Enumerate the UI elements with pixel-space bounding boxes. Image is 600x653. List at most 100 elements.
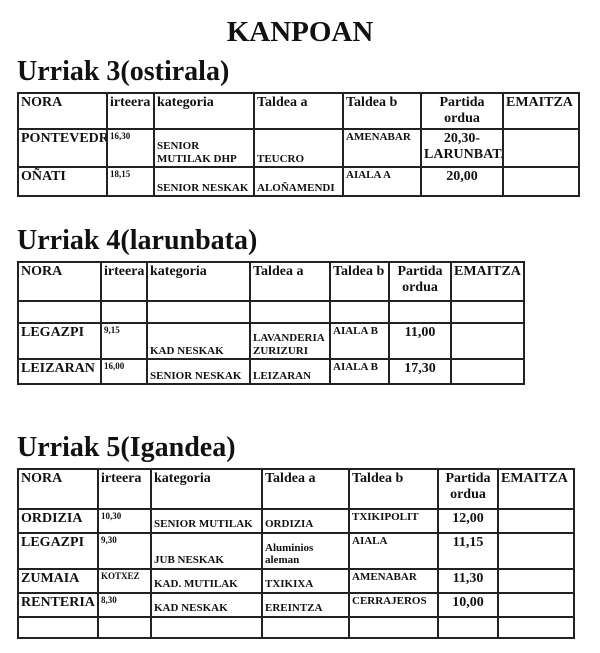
header-emaitza: EMAITZA bbox=[502, 91, 580, 131]
cell-kategoria bbox=[150, 615, 263, 639]
cell-taldea-b: AIALA A bbox=[342, 166, 422, 198]
schedule-table-1: NORA irteera kategoria Taldea a Taldea b Part… bbox=[17, 91, 580, 198]
cell-taldea-a bbox=[249, 300, 331, 324]
header-partida-ordua: Partida ordua bbox=[388, 261, 452, 302]
cell-irteera: KOTXEZ bbox=[97, 567, 152, 594]
header-nora: NORA bbox=[17, 91, 108, 131]
cell-partida-ordua: 20,30- LARUNBATA bbox=[420, 128, 504, 169]
cell-irteera: 18,15 bbox=[106, 166, 155, 198]
cell-taldea-a: EREINTZA bbox=[261, 591, 350, 618]
cell-taldea-a bbox=[261, 615, 350, 639]
cell-taldea-b bbox=[348, 615, 439, 639]
header-row: NORA irteera kategoria Taldea a Taldea b Part… bbox=[17, 261, 525, 302]
day-heading-2: Urriak 4(larunbata) bbox=[17, 225, 258, 256]
cell-taldea-a: Aluminios aleman bbox=[261, 531, 350, 570]
table-row: ZUMAIA KOTXEZ KAD. MUTILAK TXIKIXA AMENABAR 1… bbox=[17, 567, 575, 594]
page-title: KANPOAN bbox=[226, 16, 374, 48]
cell-emaitza[interactable] bbox=[450, 358, 525, 386]
header-irteera: irteera bbox=[97, 468, 152, 510]
cell-emaitza[interactable] bbox=[497, 567, 575, 594]
cell-emaitza[interactable] bbox=[450, 300, 525, 324]
cell-taldea-b bbox=[329, 300, 390, 324]
header-partida-ordua: Partida ordua bbox=[437, 468, 499, 510]
cell-partida-ordua bbox=[388, 300, 452, 324]
header-kategoria: kategoria bbox=[150, 468, 263, 510]
cell-nora: LEIZARAN bbox=[17, 358, 102, 386]
cell-emaitza[interactable] bbox=[502, 128, 580, 169]
header-kategoria: kategoria bbox=[153, 91, 255, 131]
cell-taldea-b: AIALA B bbox=[329, 358, 390, 386]
cell-irteera: 16,00 bbox=[100, 358, 148, 386]
cell-partida-ordua: 11,15 bbox=[437, 531, 499, 570]
cell-partida-ordua: 11,30 bbox=[437, 567, 499, 594]
cell-kategoria bbox=[146, 300, 251, 324]
cell-irteera: 8,30 bbox=[97, 591, 152, 618]
cell-partida-ordua bbox=[437, 615, 499, 639]
day-heading-1: Urriak 3(ostirala) bbox=[17, 56, 230, 87]
header-irteera: irteera bbox=[100, 261, 148, 302]
cell-nora: LEGAZPI bbox=[17, 531, 99, 570]
cell-emaitza[interactable] bbox=[502, 166, 580, 198]
cell-emaitza[interactable] bbox=[497, 615, 575, 639]
cell-partida-ordua: 20,00 bbox=[420, 166, 504, 198]
cell-irteera: 9,15 bbox=[100, 321, 148, 361]
table-row bbox=[17, 300, 525, 324]
cell-kategoria: KAD. MUTILAK bbox=[150, 567, 263, 594]
header-taldea-b: Taldea b bbox=[348, 468, 439, 510]
cell-taldea-b: AIALA B bbox=[329, 321, 390, 361]
cell-nora: LEGAZPI bbox=[17, 321, 102, 361]
table-row bbox=[17, 615, 575, 639]
cell-irteera bbox=[100, 300, 148, 324]
cell-irteera: 9,30 bbox=[97, 531, 152, 570]
cell-nora bbox=[17, 615, 99, 639]
header-nora: NORA bbox=[17, 261, 102, 302]
cell-taldea-a: LAVANDERIA ZURIZURI bbox=[249, 321, 331, 361]
day-heading-3: Urriak 5(Igandea) bbox=[17, 432, 236, 463]
header-taldea-a: Taldea a bbox=[253, 91, 344, 131]
header-irteera: irteera bbox=[106, 91, 155, 131]
cell-irteera: 10,30 bbox=[97, 508, 152, 534]
cell-nora: RENTERIA bbox=[17, 591, 99, 618]
cell-emaitza[interactable] bbox=[497, 591, 575, 618]
header-taldea-a: Taldea a bbox=[249, 261, 331, 302]
cell-taldea-b: AIALA bbox=[348, 531, 439, 570]
cell-taldea-b: AMENABAR bbox=[342, 128, 422, 169]
schedule-table-2: NORA irteera kategoria Taldea a Taldea b Part… bbox=[17, 261, 525, 386]
cell-nora: OÑATI bbox=[17, 166, 108, 198]
cell-taldea-a: TXIKIXA bbox=[261, 567, 350, 594]
cell-emaitza[interactable] bbox=[497, 531, 575, 570]
header-emaitza: EMAITZA bbox=[450, 261, 525, 302]
header-kategoria: kategoria bbox=[146, 261, 251, 302]
cell-kategoria: SENIOR MUTILAK bbox=[150, 508, 263, 534]
cell-taldea-a: ORDIZIA bbox=[261, 508, 350, 534]
cell-emaitza[interactable] bbox=[450, 321, 525, 361]
cell-partida-ordua: 10,00 bbox=[437, 591, 499, 618]
cell-partida-ordua: 17,30 bbox=[388, 358, 452, 386]
cell-taldea-b: AMENABAR bbox=[348, 567, 439, 594]
table-row: LEIZARAN 16,00 SENIOR NESKAK LEIZARAN AIALA … bbox=[17, 358, 525, 386]
cell-kategoria: KAD NESKAK bbox=[146, 321, 251, 361]
cell-partida-ordua: 11,00 bbox=[388, 321, 452, 361]
cell-irteera bbox=[97, 615, 152, 639]
cell-emaitza[interactable] bbox=[497, 508, 575, 534]
cell-partida-ordua: 12,00 bbox=[437, 508, 499, 534]
cell-nora: PONTEVEDRA bbox=[17, 128, 108, 169]
header-row: NORA irteera kategoria Taldea a Taldea b Part… bbox=[17, 468, 575, 510]
table-row: ORDIZIA 10,30 SENIOR MUTILAK ORDIZIA TXIKIPO… bbox=[17, 508, 575, 534]
cell-kategoria: SENIOR MUTILAK DHP bbox=[153, 128, 255, 169]
cell-taldea-b: TXIKIPOLIT bbox=[348, 508, 439, 534]
table-row: LEGAZPI 9,15 KAD NESKAK LAVANDERIA ZURIZURI… bbox=[17, 321, 525, 361]
cell-kategoria: SENIOR NESKAK bbox=[146, 358, 251, 386]
cell-nora: ZUMAIA bbox=[17, 567, 99, 594]
header-emaitza: EMAITZA bbox=[497, 468, 575, 510]
cell-kategoria: KAD NESKAK bbox=[150, 591, 263, 618]
header-taldea-b: Taldea b bbox=[329, 261, 390, 302]
header-partida-ordua: Partida ordua bbox=[420, 91, 504, 131]
cell-taldea-a: TEUCRO bbox=[253, 128, 344, 169]
schedule-table-3: NORA irteera kategoria Taldea a Taldea b Part… bbox=[17, 468, 575, 639]
cell-nora bbox=[17, 300, 102, 324]
table-row: OÑATI 18,15 SENIOR NESKAK ALOÑAMENDI AIALA A… bbox=[17, 166, 580, 198]
header-taldea-b: Taldea b bbox=[342, 91, 422, 131]
cell-nora: ORDIZIA bbox=[17, 508, 99, 534]
